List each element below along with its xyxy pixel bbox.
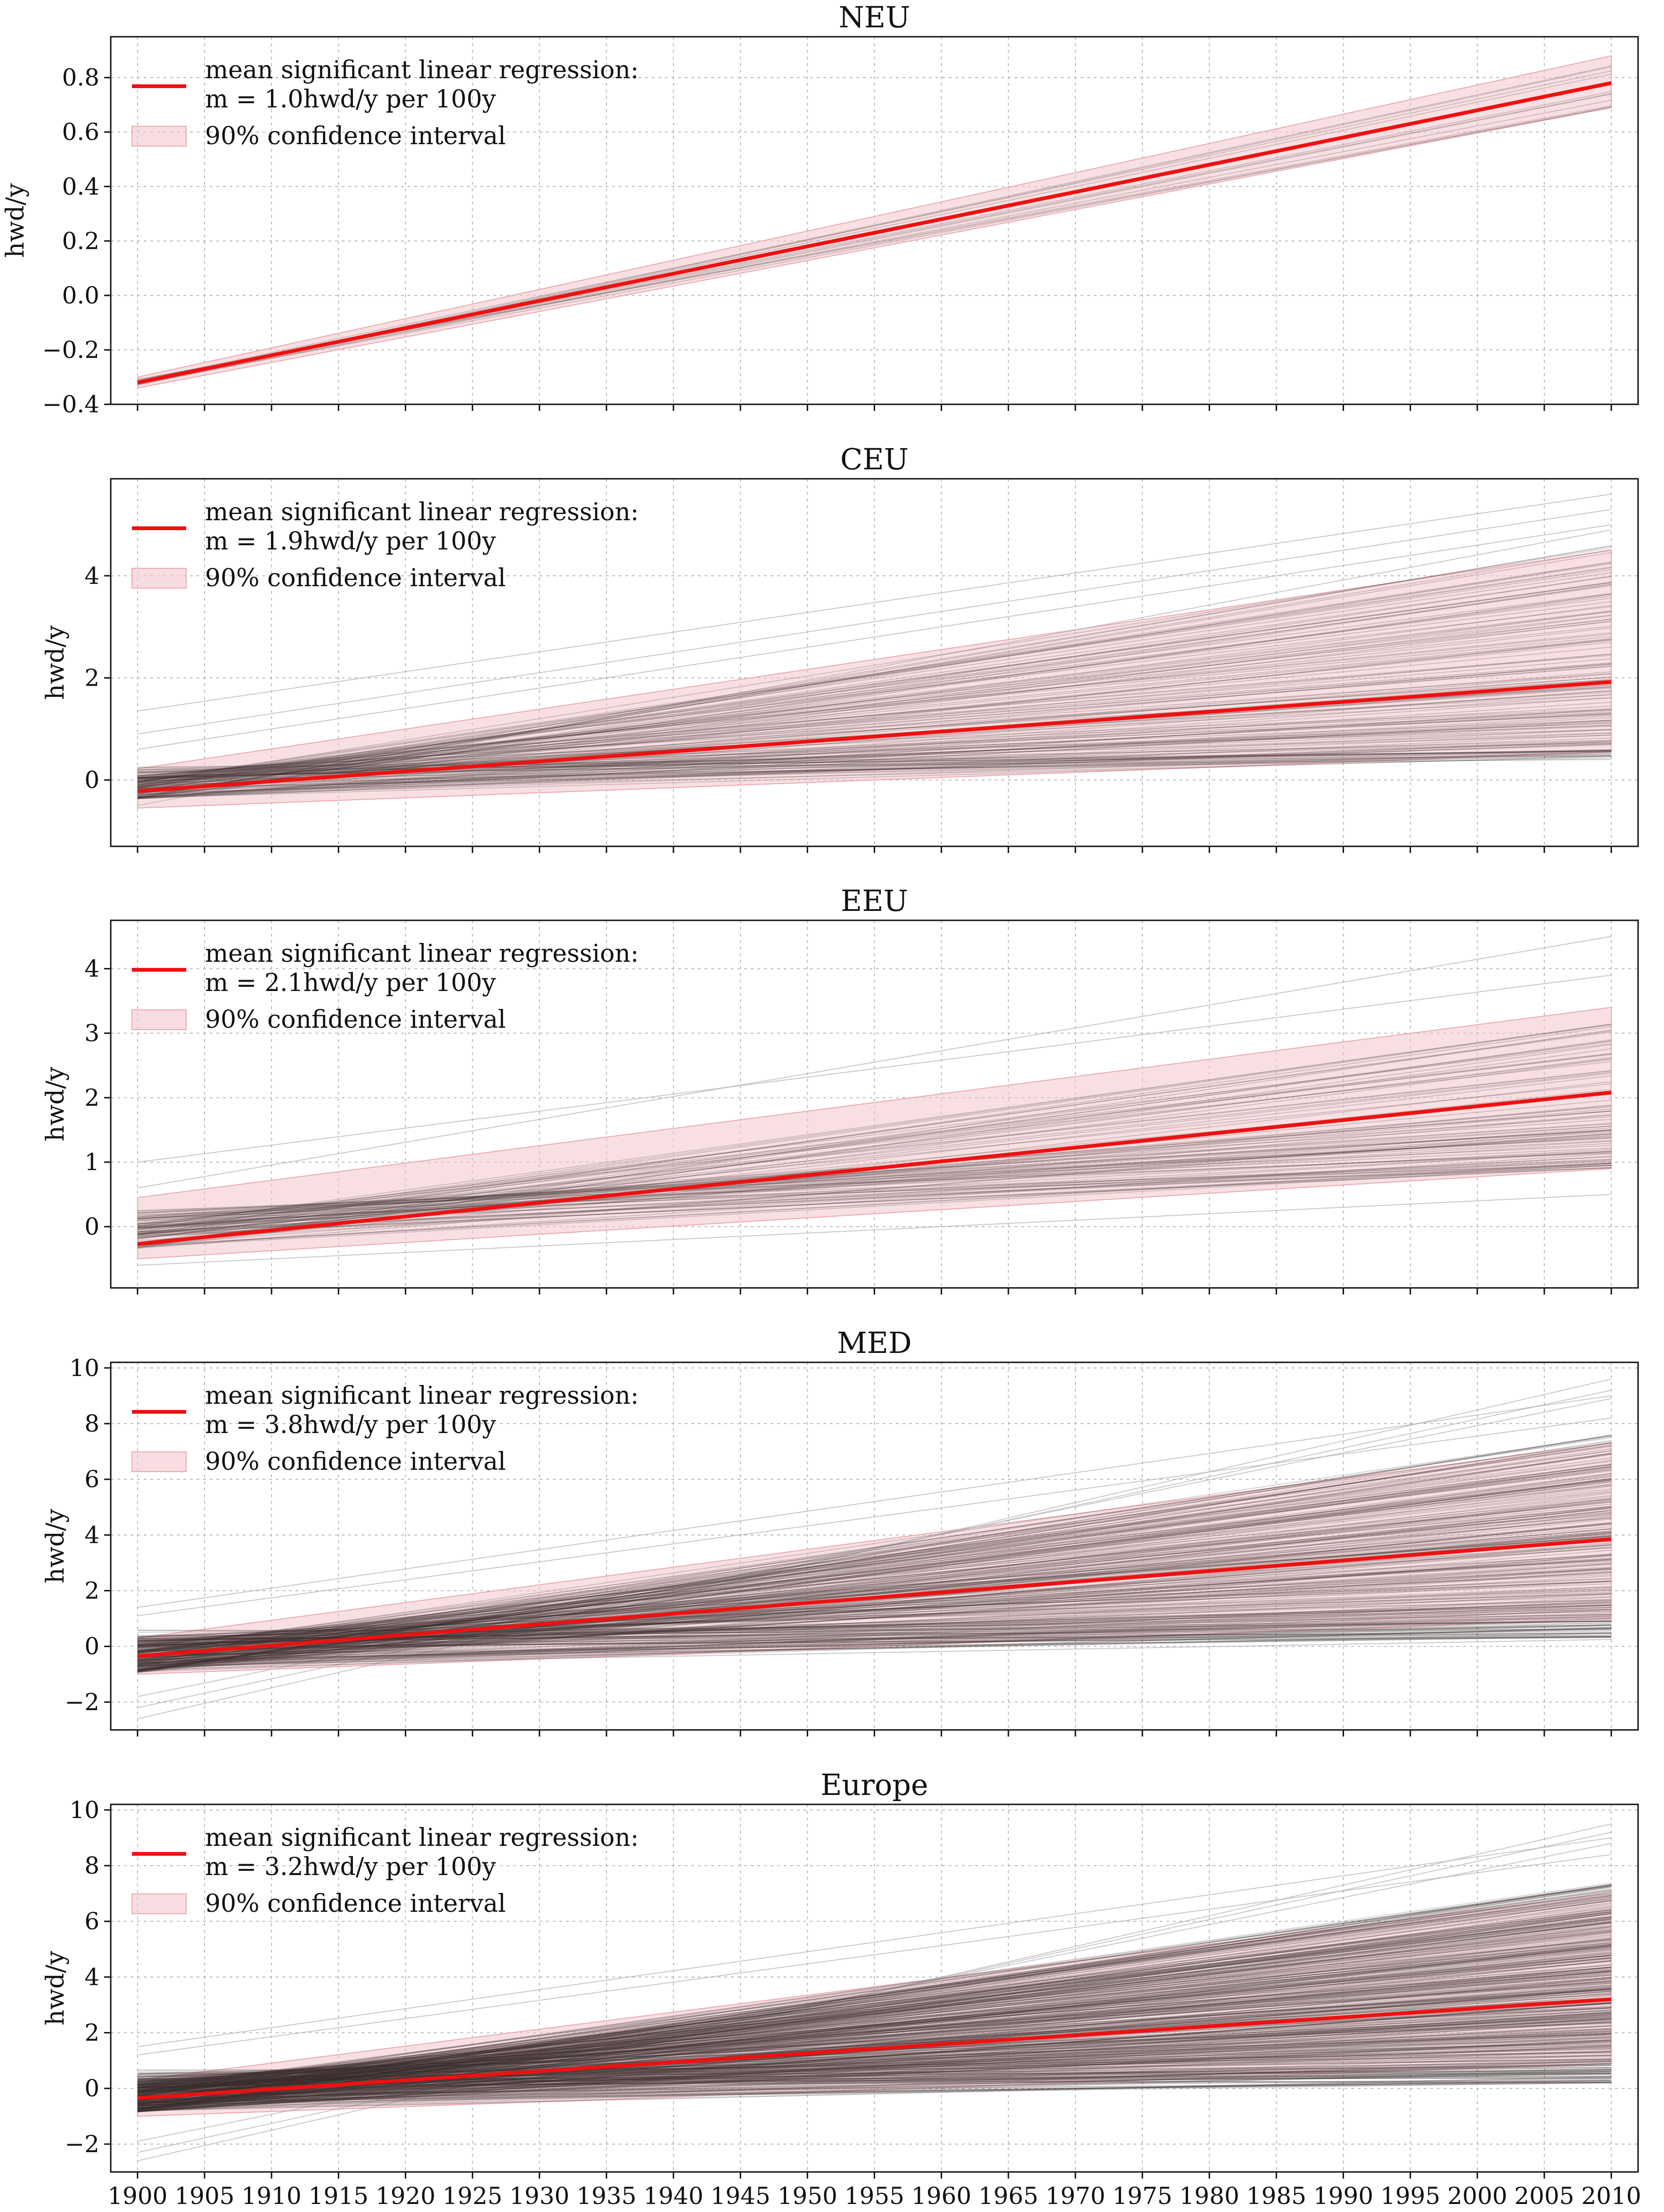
y-tick-label: 6	[84, 1466, 99, 1493]
y-tick-label: −0.2	[42, 336, 99, 363]
y-axis-label: hwd/y	[41, 1950, 70, 2025]
x-tick-label: 1965	[978, 2182, 1038, 2210]
legend-slope-label: m = 1.9hwd/y per 100y	[205, 527, 496, 556]
y-tick-label: 0.2	[62, 227, 99, 254]
x-tick-label: 1900	[107, 2182, 167, 2210]
panel-title: MED	[837, 1326, 911, 1360]
legend: mean significant linear regression:m = 2…	[132, 940, 639, 1034]
panel-eeu: 0 1 2 3 4 EEU hwd/y mean significant linear reg…	[41, 884, 1638, 1294]
y-tick-label: 4	[84, 562, 99, 590]
x-tick-label: 1935	[576, 2182, 636, 2210]
legend-ci-label: 90% confidence interval	[205, 122, 506, 150]
y-axis-label: hwd/y	[41, 625, 70, 700]
legend-ci-label: 90% confidence interval	[205, 1890, 506, 1918]
x-tick-label: 2000	[1447, 2182, 1507, 2210]
y-tick-label: 0	[84, 1633, 99, 1660]
x-tick-label: 1915	[309, 2182, 369, 2210]
x-tick-label: 1995	[1380, 2182, 1440, 2210]
legend: mean significant linear regression:m = 3…	[132, 1382, 639, 1476]
x-tick-label: 1990	[1313, 2182, 1373, 2210]
y-tick-label: 2	[84, 664, 99, 692]
y-tick-label: −2	[65, 1688, 99, 1716]
legend-ci-swatch	[132, 1010, 186, 1030]
y-tick-label: 10	[69, 1796, 99, 1824]
legend-mean-line-label: mean significant linear regression:	[205, 1382, 639, 1410]
y-tick-label: 0.4	[62, 173, 99, 200]
legend: mean significant linear regression:m = 1…	[132, 498, 639, 592]
y-tick-label: 0.6	[62, 118, 99, 146]
panel-title: Europe	[820, 1768, 928, 1802]
legend-mean-line-label: mean significant linear regression:	[205, 940, 639, 968]
x-tick-label: 1985	[1246, 2182, 1306, 2210]
panel-med: −2 0 2 4 6 8 10 MED hwd/y mean significant linear…	[41, 1326, 1638, 1737]
y-tick-label: 10	[69, 1354, 99, 1382]
x-tick-label: 1945	[711, 2182, 771, 2210]
y-tick-label: −0.4	[42, 391, 99, 418]
legend-slope-label: m = 1.0hwd/y per 100y	[205, 85, 496, 114]
legend-ci-swatch	[132, 126, 186, 146]
y-tick-label: 4	[84, 955, 99, 983]
x-tick-label: 1930	[509, 2182, 569, 2210]
legend: mean significant linear regression:m = 3…	[132, 1824, 639, 1918]
x-tick-label: 1980	[1180, 2182, 1239, 2210]
x-tick-label: 2010	[1582, 2182, 1641, 2210]
y-tick-label: 4	[84, 1521, 99, 1548]
y-axis-label: hwd/y	[1, 183, 30, 258]
x-tick-label: 1950	[778, 2182, 837, 2210]
y-tick-label: 0.8	[62, 64, 99, 91]
legend-ci-label: 90% confidence interval	[205, 1006, 506, 1034]
panel-title: NEU	[839, 0, 910, 34]
y-tick-label: 0	[84, 766, 99, 794]
x-tick-label: 1910	[242, 2182, 302, 2210]
legend-ci-swatch	[132, 1452, 186, 1472]
y-tick-label: 1	[84, 1148, 99, 1176]
y-axis-label: hwd/y	[41, 1066, 70, 1141]
x-tick-label: 1970	[1045, 2182, 1105, 2210]
legend-ci-label: 90% confidence interval	[205, 1448, 506, 1476]
panel-ceu: 0 2 4 CEU hwd/y mean significant linear regre…	[41, 442, 1638, 853]
legend-mean-line-label: mean significant linear regression:	[205, 56, 639, 84]
legend-ci-label: 90% confidence interval	[205, 564, 506, 592]
y-tick-label: 0.0	[62, 282, 99, 309]
legend-slope-label: m = 2.1hwd/y per 100y	[205, 969, 496, 997]
y-tick-label: 0	[84, 2075, 99, 2102]
y-tick-label: 2	[84, 1084, 99, 1111]
x-tick-label: 1925	[443, 2182, 502, 2210]
panel-title: CEU	[840, 442, 909, 476]
y-tick-label: 3	[84, 1019, 99, 1047]
y-tick-label: −2	[65, 2130, 99, 2158]
legend-ci-swatch	[132, 568, 186, 588]
panel-title: EEU	[841, 884, 908, 918]
legend-mean-line-label: mean significant linear regression:	[205, 498, 639, 526]
y-tick-label: 6	[84, 1908, 99, 1935]
x-tick-label: 1920	[376, 2182, 435, 2210]
legend: mean significant linear regression:m = 1…	[132, 56, 639, 150]
x-tick-label: 1905	[174, 2182, 234, 2210]
x-tick-label: 1955	[844, 2182, 904, 2210]
legend-slope-label: m = 3.8hwd/y per 100y	[205, 1411, 496, 1439]
x-tick-label: 1960	[911, 2182, 971, 2210]
x-tick-label: 1975	[1112, 2182, 1172, 2210]
y-tick-label: 2	[84, 1577, 99, 1605]
y-axis-label: hwd/y	[41, 1508, 70, 1583]
x-tick-label: 1940	[643, 2182, 703, 2210]
x-tick-label: 2005	[1514, 2182, 1574, 2210]
panel-europe: −2 0 2 4 6 8 10 Europe hwd/y mean significant lin…	[41, 1768, 1638, 2179]
y-tick-label: 8	[84, 1410, 99, 1437]
y-tick-label: 0	[84, 1213, 99, 1240]
y-tick-label: 4	[84, 1963, 99, 1991]
legend-ci-swatch	[132, 1894, 186, 1914]
y-tick-label: 8	[84, 1852, 99, 1879]
legend-mean-line-label: mean significant linear regression:	[205, 1824, 639, 1852]
panel-neu: −0.4 −0.2 0.0 0.2 0.4 0.6 0.8 NEU hwd/y mean sign…	[1, 0, 1638, 418]
legend-slope-label: m = 3.2hwd/y per 100y	[205, 1853, 496, 1881]
y-tick-label: 2	[84, 2019, 99, 2047]
